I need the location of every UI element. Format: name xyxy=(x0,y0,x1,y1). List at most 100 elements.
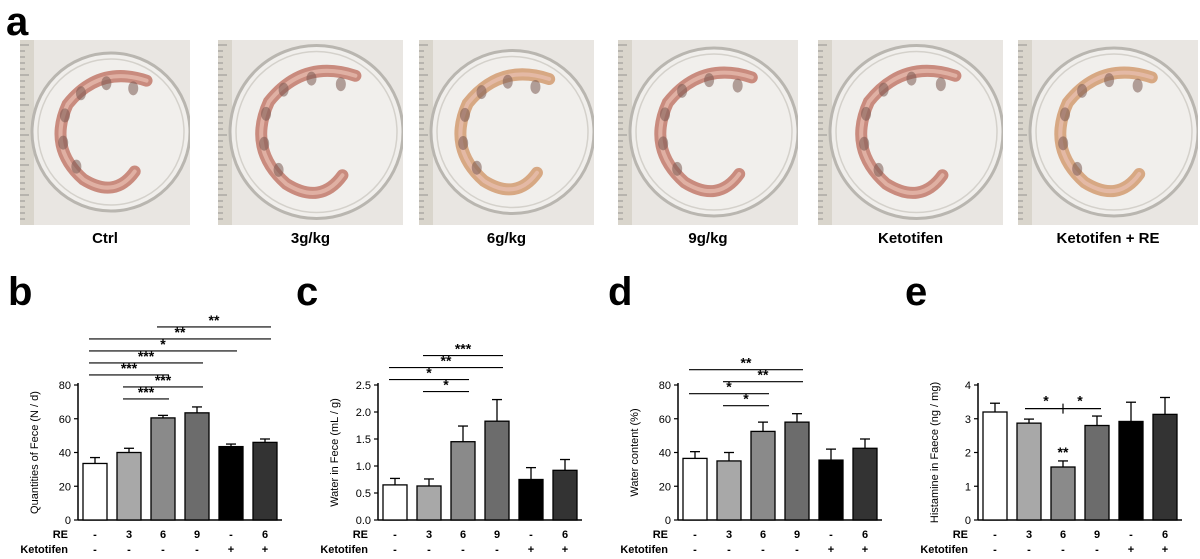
significance-label: ** xyxy=(741,355,752,371)
fecal-pellet xyxy=(859,136,870,151)
bar xyxy=(682,457,708,521)
ketotifen-label: + xyxy=(1128,544,1134,556)
fecal-pellet xyxy=(58,135,69,150)
re-dose-label: 9 xyxy=(494,529,500,541)
re-dose-label: - xyxy=(529,529,533,541)
dish-photo xyxy=(818,40,1003,225)
dish-photo xyxy=(618,40,798,225)
ketotifen-label: - xyxy=(761,544,765,556)
bar xyxy=(982,411,1008,521)
re-row-label: RE xyxy=(353,529,368,541)
re-dose-label: 3 xyxy=(1026,529,1032,541)
y-tick-label: 20 xyxy=(59,481,71,493)
re-dose-label: 3 xyxy=(126,529,132,541)
significance-label: ** xyxy=(758,367,769,383)
re-dose-label: 9 xyxy=(194,529,200,541)
fecal-pellet xyxy=(861,106,872,121)
bar xyxy=(218,445,244,521)
y-tick-label: 0 xyxy=(965,515,971,527)
y-tick-label: 40 xyxy=(659,448,671,460)
re-dose-label: 6 xyxy=(1060,529,1066,541)
re-row-label: RE xyxy=(53,529,68,541)
significance-label: * xyxy=(743,391,749,407)
dish-photo xyxy=(20,40,190,225)
y-tick-label: 0 xyxy=(65,515,71,527)
ketotifen-label: - xyxy=(727,544,731,556)
bar xyxy=(518,478,544,521)
bar xyxy=(818,459,844,521)
ruler xyxy=(419,40,433,225)
y-tick-label: 4 xyxy=(965,380,971,392)
petri-dish-rim xyxy=(835,50,998,214)
fecal-pellet xyxy=(1059,107,1070,122)
fecal-pellet xyxy=(502,74,513,89)
y-tick-label: 3 xyxy=(965,414,971,426)
y-tick-label: 80 xyxy=(59,380,71,392)
bar xyxy=(184,412,210,521)
ketotifen-label: - xyxy=(1095,544,1099,556)
panel-b-letter: b xyxy=(8,270,33,314)
significance-label: * xyxy=(426,365,432,381)
y-tick-label: 2.0 xyxy=(356,407,371,419)
petri-dish-rim xyxy=(436,55,589,209)
significance-label: * xyxy=(443,377,449,393)
fecal-pellet xyxy=(458,136,469,151)
fecal-pellet xyxy=(732,78,743,93)
ketotifen-label: + xyxy=(528,544,534,556)
ketotifen-row-label: Ketotifen xyxy=(620,544,668,556)
fecal-pellet xyxy=(658,136,669,151)
re-dose-label: - xyxy=(829,529,833,541)
ketotifen-label: - xyxy=(427,544,431,556)
y-axis-label: Quantities of Fece (N / d) xyxy=(29,391,41,514)
y-axis-label: Water content (%) xyxy=(629,408,641,496)
y-tick-label: 1.5 xyxy=(356,434,371,446)
ketotifen-label: + xyxy=(862,544,868,556)
fecal-pellet xyxy=(659,107,670,122)
bar xyxy=(1050,466,1076,521)
fecal-pellet xyxy=(335,77,346,92)
fecal-pellet xyxy=(306,71,317,86)
bar xyxy=(1016,422,1042,521)
fecal-pellet xyxy=(259,136,270,151)
fecal-pellet xyxy=(261,106,272,121)
ketotifen-label: - xyxy=(195,544,199,556)
panel-e-letter: e xyxy=(905,270,928,314)
fecal-pellet xyxy=(672,161,683,176)
fecal-pellet xyxy=(530,79,541,94)
y-tick-label: 0.5 xyxy=(356,488,371,500)
ketotifen-row-label: Ketotifen xyxy=(20,544,68,556)
y-tick-label: 1 xyxy=(965,481,971,493)
panel-d-letter: d xyxy=(608,270,633,314)
chart-c: 0.0 0.5 1.0 1.5 2.0 2.5 Water in Fece (mL / g)… xyxy=(300,255,600,559)
significance-label: *** xyxy=(138,384,155,400)
re-dose-label: 9 xyxy=(794,529,800,541)
re-dose-label: - xyxy=(1129,529,1133,541)
bar xyxy=(552,469,578,521)
photo-caption: Ketotifen + RE xyxy=(1056,230,1160,247)
significance-label: * xyxy=(1043,393,1049,409)
fecal-pellet xyxy=(471,160,482,175)
bar xyxy=(450,441,476,521)
ketotifen-label: - xyxy=(461,544,465,556)
y-tick-label: 60 xyxy=(59,414,71,426)
significance-label: ** xyxy=(209,312,220,328)
re-dose-label: - xyxy=(93,529,97,541)
fecal-pellet xyxy=(935,77,946,92)
chart-b: 0 20 40 60 80 Quantities of Fece (N / d) *** **… xyxy=(0,255,300,559)
bar xyxy=(416,485,442,521)
y-tick-label: 2 xyxy=(965,448,971,460)
re-dose-label: 6 xyxy=(862,529,868,541)
ketotifen-label: - xyxy=(693,544,697,556)
ketotifen-label: - xyxy=(993,544,997,556)
re-dose-label: 6 xyxy=(1162,529,1168,541)
ketotifen-label: - xyxy=(393,544,397,556)
significance-label: *** xyxy=(138,348,155,364)
fecal-pellet xyxy=(704,73,715,88)
bar xyxy=(852,447,878,521)
fecal-pellet xyxy=(75,86,86,101)
bar xyxy=(716,460,742,521)
y-axis-label: Histamine in Faece (ng / mg) xyxy=(929,382,941,523)
ketotifen-label: - xyxy=(127,544,131,556)
chart-e: 0 1 2 3 4 Histamine in Faece (ng / mg) ** * * RE K… xyxy=(900,255,1200,559)
significance-label: *** xyxy=(155,372,172,388)
